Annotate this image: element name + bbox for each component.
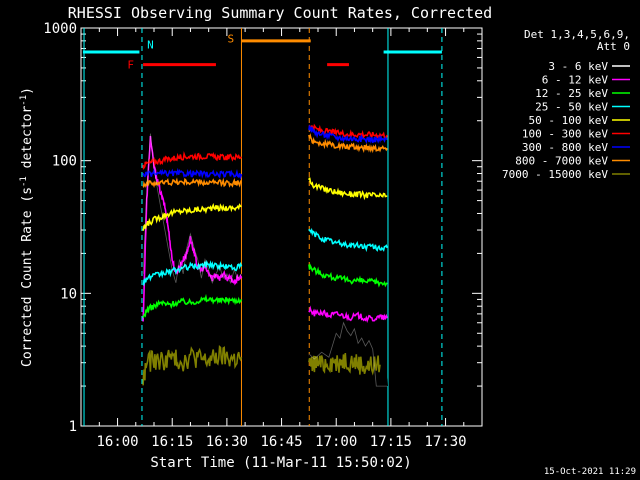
legend-label: 50 - 100 keV (529, 114, 609, 127)
series-line (308, 133, 388, 154)
series-line (308, 263, 388, 288)
y-axis: 1 10 100 1000 (43, 21, 482, 435)
x-tick-label: 16:45 (260, 434, 302, 450)
series-line (142, 345, 243, 386)
series-line (308, 177, 388, 201)
series-line (142, 293, 243, 319)
legend-label: 3 - 6 keV (548, 60, 608, 73)
x-tick-label: 17:00 (315, 434, 357, 450)
x-tick-label: 16:30 (206, 434, 248, 450)
flag-label-f: F (127, 59, 134, 72)
series-line (142, 177, 243, 189)
plot-area (80, 27, 483, 427)
series-line-3-6-highlight (308, 321, 388, 387)
footer-timestamp: 15-Oct-2021 11:29 (544, 467, 636, 477)
y-axis-label: Corrected Count Rate (s-1 detector-1) (19, 87, 35, 367)
x-tick-label: 17:30 (424, 434, 466, 450)
series-line (308, 125, 388, 144)
series-line (308, 353, 381, 376)
series-line (308, 123, 388, 140)
x-tick-label: 17:15 (370, 434, 412, 450)
x-axis: 16:00 16:15 16:30 16:45 17:00 17:15 17:30 (96, 28, 467, 450)
chart-title: RHESSI Observing Summary Count Rates, Co… (68, 4, 492, 22)
series-layer (142, 123, 388, 398)
legend-label: 7000 - 15000 keV (502, 168, 608, 181)
series-line (142, 202, 242, 231)
legend-label: 6 - 12 keV (542, 74, 609, 87)
y-tick-label: 1 (69, 419, 77, 435)
series-line (308, 227, 388, 253)
legend-header: Att 0 (597, 40, 630, 53)
x-axis-label: Start Time (11-Mar-11 15:50:02) (150, 455, 411, 471)
series-line (142, 151, 243, 171)
legend-header: Det 1,3,4,5,6,9, (524, 28, 630, 41)
flags-layer: NF S (82, 28, 443, 426)
y-tick-label: 10 (60, 286, 77, 302)
legend-label: 25 - 50 keV (535, 101, 608, 114)
series-line-3-6-highlight (142, 133, 242, 285)
legend-label: 300 - 800 keV (522, 141, 608, 154)
series-line (142, 135, 243, 322)
series-line (142, 167, 243, 181)
series-line (308, 305, 388, 323)
legend-label: 800 - 7000 keV (515, 155, 608, 168)
x-tick-label: 16:00 (96, 434, 138, 450)
legend-label: 100 - 300 keV (522, 128, 608, 141)
series-line (142, 259, 243, 286)
legend-label: 12 - 25 keV (535, 87, 608, 100)
flag-label-s: S (227, 33, 234, 46)
y-tick-label: 1000 (43, 21, 77, 37)
y-tick-label: 100 (52, 154, 77, 170)
x-tick-label: 16:15 (151, 434, 193, 450)
flag-label-n: N (147, 39, 154, 52)
